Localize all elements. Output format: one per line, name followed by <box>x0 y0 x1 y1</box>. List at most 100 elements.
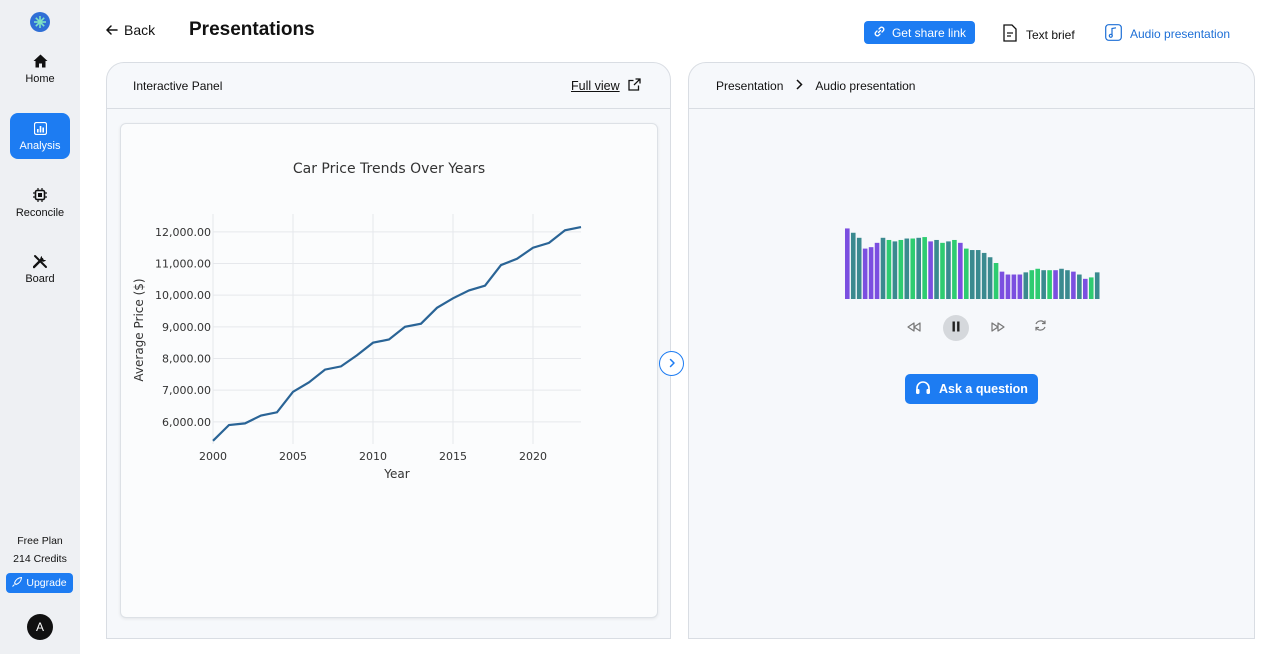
waveform-bar <box>981 252 987 299</box>
ask-question-label: Ask a question <box>939 382 1028 396</box>
waveform-bar <box>1035 268 1040 299</box>
arrow-left-icon <box>106 22 118 38</box>
series-line <box>212 226 582 442</box>
x-tick-label: 2000 <box>199 450 227 463</box>
sidebar-item-home[interactable]: Home <box>10 46 70 92</box>
music-note-icon <box>1105 24 1122 44</box>
pause-button[interactable] <box>943 315 969 341</box>
waveform-bar <box>934 239 939 299</box>
data-point[interactable] <box>399 321 411 333</box>
audio-waveform <box>845 228 1100 299</box>
tools-icon <box>32 253 48 269</box>
replay-icon <box>1034 319 1047 337</box>
data-point[interactable] <box>367 337 379 349</box>
waveform-bar <box>1029 270 1035 299</box>
get-share-link-button[interactable]: Get share link <box>864 21 975 44</box>
waveform-bar <box>928 241 933 299</box>
sidebar-item-board[interactable]: Board <box>10 246 70 292</box>
data-point[interactable] <box>335 360 347 372</box>
upgrade-label: Upgrade <box>26 577 67 589</box>
data-point[interactable] <box>479 280 491 292</box>
waveform-bar <box>862 248 868 299</box>
rewind-button[interactable] <box>901 315 927 341</box>
data-point[interactable] <box>239 417 251 429</box>
rocket-icon <box>12 576 23 590</box>
waveform-bar <box>1005 274 1011 299</box>
data-point[interactable] <box>223 419 235 431</box>
data-point[interactable] <box>383 334 395 346</box>
data-point[interactable] <box>431 302 443 314</box>
data-point[interactable] <box>511 253 523 265</box>
sidebar-item-label: Reconcile <box>15 207 65 219</box>
data-point[interactable] <box>319 364 331 376</box>
chart-card: Car Price Trends Over Years 6,000.00 7,00… <box>120 123 658 618</box>
text-brief-button[interactable]: Text brief <box>1002 24 1075 45</box>
y-tick-label: 8,000.00 <box>162 353 211 366</box>
waveform-bar <box>1017 274 1023 299</box>
waveform-bar <box>1053 270 1058 299</box>
waveform-bar <box>946 241 951 299</box>
y-tick-label: 11,000.00 <box>155 258 211 271</box>
waveform-bar <box>886 239 892 299</box>
waveform-bar <box>958 242 963 299</box>
waveform-bar <box>1088 277 1094 299</box>
ask-question-button[interactable]: Ask a question <box>905 374 1038 404</box>
playback-controls <box>901 315 1053 341</box>
share-label: Get share link <box>891 25 967 40</box>
document-icon <box>1002 24 1018 45</box>
data-point[interactable] <box>351 349 363 361</box>
y-tick-label: 9,000.00 <box>162 321 211 334</box>
panel-title: Interactive Panel <box>133 79 223 93</box>
y-axis-label: Average Price ($) <box>132 278 146 381</box>
avatar[interactable]: A <box>27 614 53 640</box>
replay-button[interactable] <box>1027 315 1053 341</box>
data-point[interactable] <box>415 318 427 330</box>
waveform-bar <box>1065 270 1070 299</box>
link-icon <box>873 25 886 41</box>
line-chart[interactable]: Car Price Trends Over Years 6,000.00 7,00… <box>121 124 659 619</box>
bar-chart-icon <box>32 120 48 136</box>
audio-presentation-button[interactable]: Audio presentation <box>1105 24 1230 44</box>
waveform-bar <box>880 237 886 299</box>
waveform-bar <box>856 237 862 299</box>
waveform-bar <box>1083 278 1088 299</box>
breadcrumb-presentation[interactable]: Presentation <box>716 79 784 93</box>
data-point[interactable] <box>303 376 315 388</box>
headphones-icon <box>915 380 931 398</box>
sidebar-item-reconcile[interactable]: Reconcile <box>10 180 70 226</box>
waveform-bar <box>969 250 975 299</box>
data-point[interactable] <box>463 284 475 296</box>
app-logo-icon[interactable] <box>30 12 50 32</box>
waveform-bar <box>892 241 898 299</box>
data-point[interactable] <box>287 386 299 398</box>
full-view-link[interactable]: Full view <box>571 78 641 94</box>
data-point[interactable] <box>575 221 587 233</box>
waveform-bar <box>1011 274 1017 299</box>
panel-toggle-button[interactable] <box>659 351 684 376</box>
back-button[interactable]: Back <box>106 22 155 38</box>
data-point[interactable] <box>271 406 283 418</box>
data-point[interactable] <box>527 242 539 254</box>
data-point[interactable] <box>559 224 571 236</box>
plan-name: Free Plan <box>17 535 63 547</box>
upgrade-button[interactable]: Upgrade <box>6 573 73 593</box>
sidebar: Home Analysis Reconcile Board Free Plan … <box>0 0 80 654</box>
home-icon <box>32 53 48 69</box>
waveform-bar <box>868 247 874 299</box>
data-point[interactable] <box>543 237 555 249</box>
data-point[interactable] <box>447 292 459 304</box>
waveform-bar <box>964 248 969 299</box>
waveform-bar <box>975 250 981 299</box>
waveform-bar <box>845 228 850 299</box>
data-point[interactable] <box>495 259 507 271</box>
external-link-icon <box>627 78 641 94</box>
sidebar-item-analysis[interactable]: Analysis <box>10 113 70 159</box>
waveform-bar <box>999 271 1005 299</box>
waveform-bar <box>910 238 916 299</box>
audio-panel: Presentation Audio presentation <box>688 62 1255 639</box>
x-tick-label: 2005 <box>279 450 307 463</box>
fast-forward-button[interactable] <box>985 315 1011 341</box>
data-point[interactable] <box>207 435 219 447</box>
waveform-bar <box>1077 274 1082 299</box>
data-point[interactable] <box>255 410 267 422</box>
